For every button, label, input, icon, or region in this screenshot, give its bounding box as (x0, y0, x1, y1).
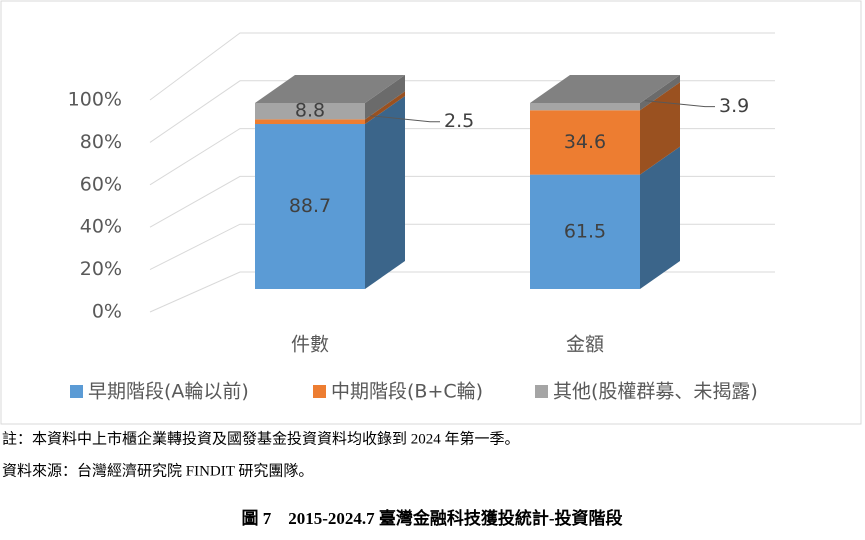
y-tick-label: 40% (80, 216, 122, 238)
bar-front (255, 119, 365, 125)
bar-side (640, 82, 680, 175)
grid-line (149, 32, 775, 101)
legend-label: 其他(股權群募、未揭露) (553, 381, 758, 403)
value-label: 8.8 (295, 100, 325, 122)
value-label: 88.7 (289, 195, 331, 217)
legend-swatch (70, 385, 83, 398)
leader-line (644, 100, 715, 108)
y-tick-label: 20% (80, 258, 122, 280)
legend-label: 早期階段(A輪以前) (88, 381, 249, 403)
legend-swatch (313, 385, 326, 398)
bar-front (530, 174, 640, 289)
chart-frame (0, 0, 862, 425)
note: 註：本資料中上市櫃企業轉投資及國發基金投資資料均收錄到 2024 年第一季。 (2, 429, 520, 447)
bar-side (365, 75, 405, 120)
legend-swatch (535, 385, 548, 398)
x-tick-label: 金額 (566, 334, 604, 356)
caption: 圖 7 2015-2024.7 臺灣金融科技獲投統計-投資階段 (241, 508, 622, 528)
leader-line (369, 115, 440, 123)
bar-top (530, 75, 680, 103)
y-tick-label: 100% (68, 89, 122, 111)
value-label: 3.9 (719, 95, 749, 117)
bar-front (255, 124, 365, 289)
bar-front (255, 103, 365, 120)
source: 資料來源：台灣經濟研究院 FINDIT 研究團隊。 (2, 461, 313, 479)
bar-top (255, 75, 405, 103)
bar-side (640, 146, 680, 289)
value-label: 2.5 (444, 110, 474, 132)
value-label: 34.6 (564, 131, 606, 153)
y-tick-label: 80% (80, 131, 122, 153)
bar-front (530, 110, 640, 175)
x-tick-label: 件數 (291, 334, 329, 356)
legend-label: 中期階段(B+C輪) (331, 381, 483, 403)
y-tick-label: 0% (92, 301, 122, 323)
value-label: 61.5 (564, 220, 606, 242)
y-tick-label: 60% (80, 173, 122, 195)
bar-front (530, 103, 640, 111)
bar-side (365, 96, 405, 289)
